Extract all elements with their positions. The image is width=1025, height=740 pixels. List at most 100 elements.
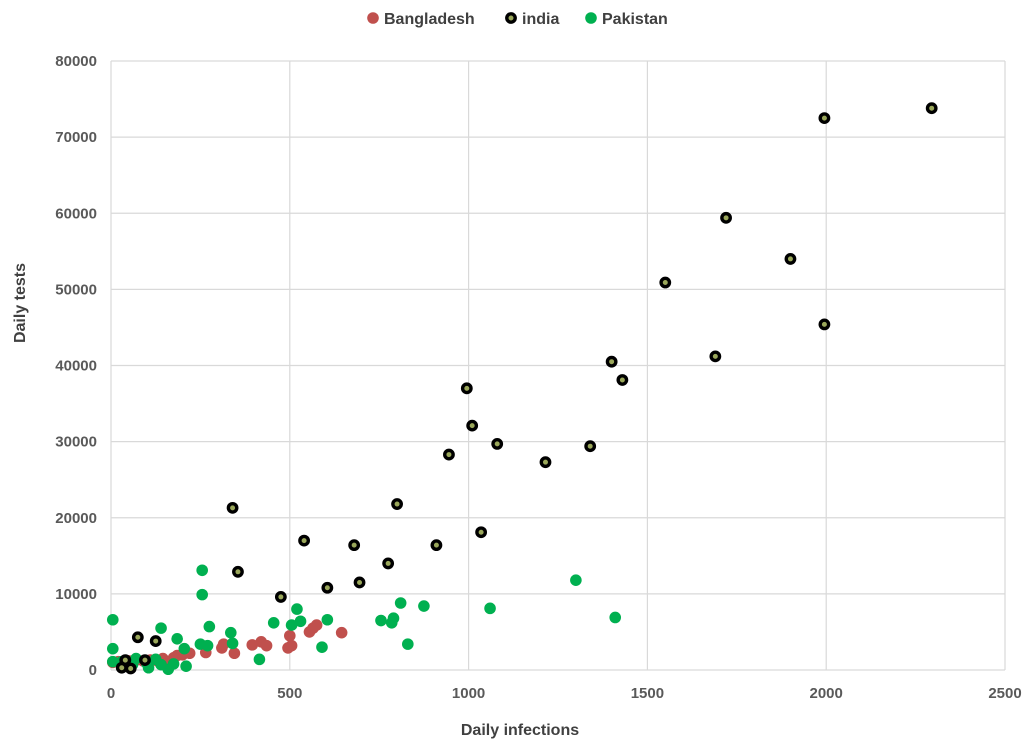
x-tick-label: 2000 <box>810 685 843 702</box>
data-point-pakistan <box>253 653 266 666</box>
x-axis-title: Daily infections <box>461 722 579 739</box>
data-point-india <box>475 526 488 539</box>
data-point-pakistan <box>201 639 214 652</box>
series-pakistan <box>106 564 622 676</box>
data-point-pakistan <box>285 619 298 631</box>
x-tick-label: 500 <box>277 685 302 702</box>
data-point-bangladesh <box>260 639 273 652</box>
data-point-pakistan <box>226 637 239 650</box>
data-point-pakistan <box>196 564 208 577</box>
data-point-india <box>232 565 244 578</box>
data-point-india <box>818 318 831 331</box>
data-point-pakistan <box>402 638 414 650</box>
data-point-india <box>139 654 151 667</box>
data-point-pakistan <box>180 660 192 672</box>
data-point-bangladesh <box>335 626 348 639</box>
data-point-pakistan <box>203 620 216 633</box>
data-point-bangladesh <box>284 629 296 642</box>
data-point-india <box>382 557 395 570</box>
data-point-pakistan <box>106 655 119 668</box>
data-point-pakistan <box>224 626 237 639</box>
y-tick-label: 10000 <box>55 586 97 603</box>
x-tick-label: 0 <box>107 685 115 702</box>
data-point-pakistan <box>291 603 303 615</box>
data-point-india <box>298 534 311 547</box>
data-point-pakistan <box>570 574 582 586</box>
y-axis-title: Daily tests <box>12 263 29 343</box>
data-point-india <box>925 102 938 115</box>
data-points <box>106 102 938 676</box>
data-point-india <box>119 654 132 667</box>
x-tick-label: 2500 <box>988 685 1021 702</box>
data-point-bangladesh <box>217 638 230 650</box>
data-point-india <box>709 350 722 363</box>
data-point-india <box>605 355 618 368</box>
data-point-pakistan <box>130 652 142 665</box>
y-tick-label: 20000 <box>55 510 97 527</box>
data-point-pakistan <box>167 658 180 670</box>
data-point-pakistan <box>106 642 119 655</box>
data-point-pakistan <box>321 613 334 626</box>
data-point-pakistan <box>387 612 400 625</box>
data-point-india <box>321 581 334 594</box>
legend-marker <box>585 12 597 24</box>
data-point-india <box>466 419 479 432</box>
data-point-india <box>659 276 672 289</box>
legend-label: Bangladesh <box>384 11 475 28</box>
y-tick-label: 40000 <box>55 358 97 375</box>
series-india <box>115 102 938 675</box>
y-tick-label: 0 <box>89 662 97 679</box>
y-tick-label: 60000 <box>55 205 97 222</box>
data-point-india <box>149 635 162 647</box>
gridlines <box>110 60 1006 671</box>
y-tick-label: 30000 <box>55 434 97 451</box>
data-point-pakistan <box>155 622 167 634</box>
data-point-india <box>348 539 361 552</box>
data-point-pakistan <box>484 602 496 615</box>
data-point-india <box>391 498 403 510</box>
data-point-pakistan <box>316 641 328 653</box>
legend-label: india <box>522 11 559 28</box>
data-point-india <box>430 539 443 552</box>
legend-item-pakistan: Pakistan <box>585 11 668 28</box>
data-point-india <box>443 448 455 461</box>
data-point-pakistan <box>294 615 307 628</box>
data-point-pakistan <box>106 613 119 626</box>
data-point-pakistan <box>171 632 183 645</box>
legend-item-india: india <box>505 11 559 28</box>
data-point-india <box>491 438 504 450</box>
legend-item-bangladesh: Bangladesh <box>367 11 475 28</box>
data-point-india <box>720 211 732 224</box>
data-point-india <box>274 591 287 603</box>
data-point-pakistan <box>609 611 622 624</box>
data-point-india <box>784 253 797 265</box>
data-point-india <box>818 112 831 124</box>
data-point-pakistan <box>394 597 407 609</box>
data-point-india <box>131 631 144 644</box>
y-tick-label: 50000 <box>55 281 97 298</box>
x-tick-label: 1000 <box>452 685 485 702</box>
data-point-bangladesh <box>246 639 259 651</box>
data-point-india <box>584 440 597 453</box>
x-tick-label: 1500 <box>631 685 664 702</box>
data-point-india <box>616 374 629 386</box>
data-point-pakistan <box>418 600 430 612</box>
tick-labels: 0100002000030000400005000060000700008000… <box>55 53 1021 702</box>
data-point-pakistan <box>196 588 208 601</box>
data-point-india <box>353 576 366 589</box>
data-point-pakistan <box>178 642 191 655</box>
legend-label: Pakistan <box>602 11 668 28</box>
legend: Bangladesh india Pakistan <box>367 11 668 28</box>
data-point-india <box>124 662 137 675</box>
data-point-pakistan <box>375 614 387 627</box>
data-point-pakistan <box>267 617 280 629</box>
data-point-india <box>539 456 552 469</box>
y-tick-label: 70000 <box>55 129 97 146</box>
data-point-bangladesh <box>310 619 323 631</box>
data-point-bangladesh <box>285 639 298 652</box>
data-point-india <box>460 382 473 395</box>
y-tick-label: 80000 <box>55 53 97 70</box>
legend-marker <box>505 12 517 24</box>
